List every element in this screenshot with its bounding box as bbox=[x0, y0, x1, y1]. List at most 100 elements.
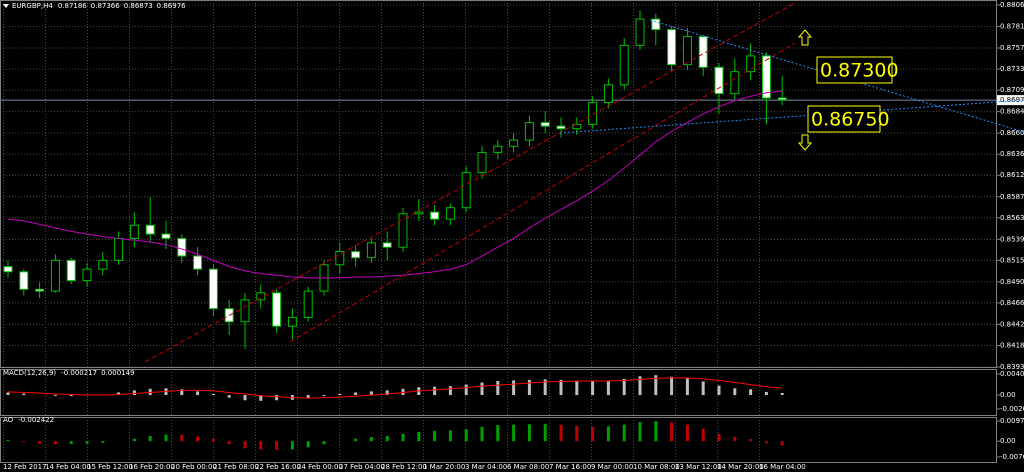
candle-body bbox=[19, 271, 29, 290]
signal-line bbox=[7, 377, 783, 399]
candle-body bbox=[177, 237, 187, 257]
x-tick-label: 28 Feb 12:00 bbox=[381, 463, 427, 471]
y-tick-label: 0.00 bbox=[1000, 391, 1016, 399]
candle-body bbox=[240, 299, 250, 323]
channel-line bbox=[289, 42, 796, 343]
x-tick-label: 13 Mar 12:00 bbox=[675, 463, 722, 471]
headers: EURGBP,H4 0.87186 0.87366 0.86873 0.86976 MAC… bbox=[3, 2, 186, 424]
candle-body bbox=[303, 290, 313, 318]
header-value: 0.87366 bbox=[91, 2, 120, 10]
indicator-title: EURGBP,H4 bbox=[12, 2, 53, 10]
x-tick-label: 6 Mar 08:00 bbox=[507, 463, 549, 471]
triangle-line bbox=[649, 19, 1024, 133]
candle-body bbox=[714, 66, 724, 95]
x-tick-label: 21 Feb 08:00 bbox=[213, 463, 259, 471]
candle-body bbox=[161, 233, 171, 239]
candle-body bbox=[382, 242, 392, 248]
candle-body bbox=[82, 268, 92, 282]
x-tick-label: 20 Feb 00:00 bbox=[171, 463, 217, 471]
y-tick-label: 0.84665 bbox=[1000, 299, 1024, 307]
y-tick-label: 0.83935 bbox=[1000, 363, 1024, 371]
candle-body bbox=[398, 213, 408, 248]
last-price-label: 0.86976 bbox=[1000, 96, 1024, 104]
candle-body bbox=[603, 84, 613, 103]
moving-average bbox=[7, 90, 783, 279]
y-tick-label: 0.85635 bbox=[1000, 214, 1024, 222]
candle-body bbox=[335, 251, 345, 266]
x-tick-label: 15 Feb 12:00 bbox=[87, 463, 133, 471]
candle-body bbox=[746, 55, 756, 73]
x-tick-label: 16 Feb 20:00 bbox=[129, 463, 175, 471]
x-tick-label: 3 Mar 04:00 bbox=[465, 463, 507, 471]
candle-body bbox=[572, 123, 582, 130]
candle-body bbox=[351, 251, 361, 259]
y-tick-label: -0.007671 bbox=[1000, 453, 1024, 461]
y-tick-label: 0.86845 bbox=[1000, 108, 1024, 116]
candle-body bbox=[145, 224, 155, 235]
candle-body bbox=[366, 242, 376, 259]
x-tick-label: 12 Feb 2017 bbox=[3, 463, 47, 471]
candle-body bbox=[50, 259, 60, 292]
candle-body bbox=[193, 255, 203, 270]
candle-body bbox=[540, 122, 550, 127]
header-value: 0.86976 bbox=[157, 2, 186, 10]
candle-body bbox=[524, 122, 534, 141]
channel-line bbox=[144, 2, 796, 363]
candle-body bbox=[477, 151, 487, 174]
candle-body bbox=[509, 139, 519, 147]
header-value: -0.000217 bbox=[61, 369, 97, 377]
grid bbox=[0, 0, 997, 463]
menu-triangle[interactable] bbox=[3, 4, 9, 8]
annotation: 0.86750 bbox=[811, 109, 890, 131]
x-tick-label: 7 Mar 16:00 bbox=[549, 463, 591, 471]
triangle-line bbox=[559, 99, 1024, 134]
candle-body bbox=[777, 97, 787, 101]
drawings bbox=[144, 2, 1024, 363]
arrow-down bbox=[797, 134, 813, 151]
candle-body bbox=[761, 55, 771, 99]
candle-body bbox=[256, 292, 266, 301]
candle-body bbox=[556, 125, 566, 130]
candle-body bbox=[493, 145, 503, 153]
main-frame bbox=[0, 0, 997, 368]
y-tick-label: 0.85875 bbox=[1000, 193, 1024, 201]
x-tick-label: 22 Feb 16:00 bbox=[255, 463, 301, 471]
y-tick-label: -0.002671 bbox=[1000, 405, 1024, 413]
header-value: -0.002422 bbox=[18, 416, 54, 424]
candle-body bbox=[730, 71, 740, 95]
candle-body bbox=[66, 259, 76, 282]
candle-body bbox=[635, 18, 645, 46]
y-tick-label: 0.87815 bbox=[1000, 23, 1024, 31]
x-tick-label: 1 Mar 20:00 bbox=[423, 463, 465, 471]
y-tick-label: 0.009762 bbox=[1000, 417, 1024, 425]
candle-body bbox=[129, 224, 139, 239]
candle-body bbox=[461, 172, 471, 209]
ao-frame bbox=[0, 417, 997, 463]
candle-body bbox=[651, 18, 661, 31]
x-tick-label: 24 Feb 00:00 bbox=[297, 463, 343, 471]
macd-frame bbox=[0, 369, 997, 416]
header-value: 0.87186 bbox=[58, 2, 87, 10]
candle-body bbox=[445, 207, 455, 220]
last-price-box bbox=[997, 95, 1024, 106]
x-tick-label: 27 Feb 04:00 bbox=[339, 463, 385, 471]
annotation: 0.87300 bbox=[820, 60, 899, 82]
x-tick-label: 9 Mar 00:00 bbox=[591, 463, 633, 471]
candle-body bbox=[114, 237, 124, 261]
x-tick-label: 10 Mar 08:00 bbox=[633, 463, 680, 471]
y-tick-label: 0.00 bbox=[1000, 437, 1016, 445]
y-tick-label: 0.004031 bbox=[1000, 370, 1024, 378]
candle-body bbox=[682, 36, 692, 66]
annotation-box bbox=[807, 105, 881, 133]
